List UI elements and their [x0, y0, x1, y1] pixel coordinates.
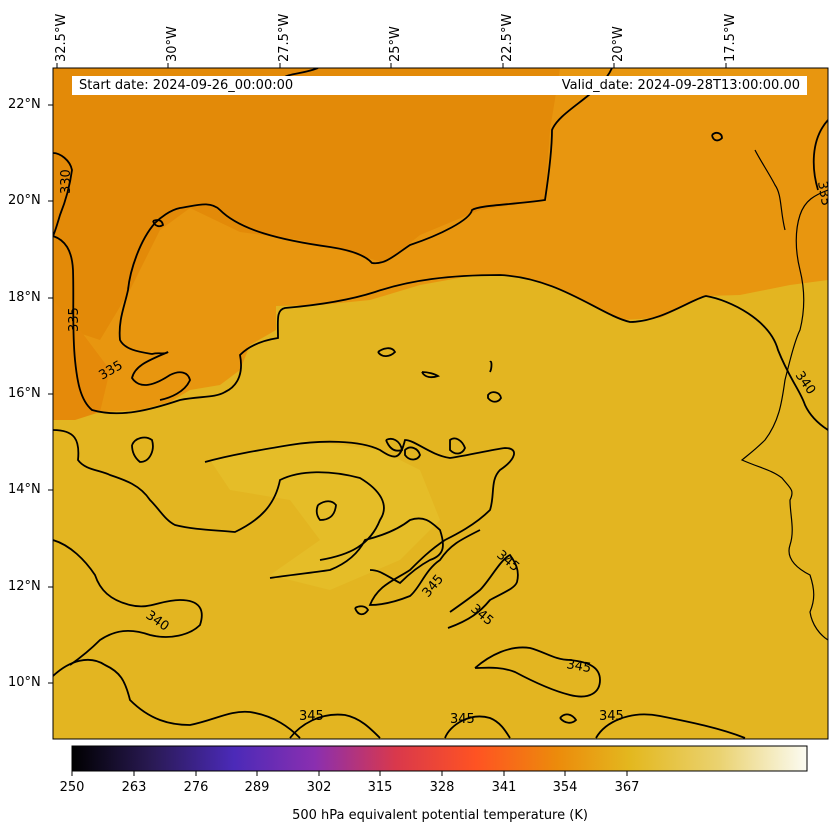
lat-label: 18°N [8, 290, 41, 305]
contour-small-islands [131, 131, 723, 616]
orange-field-darker [53, 68, 560, 340]
lon-label: 32.5°W [54, 13, 69, 62]
map-frame [52, 67, 829, 740]
colorbar-tick-label: 302 [306, 780, 332, 795]
contour-label: 345 [299, 709, 324, 724]
coastline-africa [740, 149, 828, 641]
contour-label: 345 [565, 657, 592, 676]
colorbar-tick-label: 341 [491, 780, 517, 795]
lon-label: 27.5°W [277, 13, 292, 62]
contour-label: 330 [59, 169, 74, 194]
contours [53, 68, 828, 739]
contour-340-loop [204, 439, 515, 606]
colorbar-tick-label: 276 [183, 780, 209, 795]
contour-340-west [53, 429, 385, 561]
yellow-field-light [210, 440, 440, 590]
contour-335-arc [118, 222, 191, 401]
contour-label: 335 [814, 180, 833, 207]
colorbar-tick-label: 354 [552, 780, 578, 795]
contour-label: 345 [599, 709, 624, 724]
colorbar-label: 500 hPa equivalent potential temperature… [292, 808, 588, 823]
contour-label: 335 [67, 307, 82, 332]
lon-label: 30°W [165, 26, 180, 62]
orange-field-west [53, 300, 110, 420]
contour-labels: 330 335 335 335 340 340 345 345 345 345 … [59, 169, 833, 727]
colorbar-tick-label: 250 [59, 780, 85, 795]
contour-340-south [53, 658, 301, 739]
colorbar-ticks [71, 771, 628, 776]
colorbar-tick-label: 367 [614, 780, 640, 795]
valid-date: Valid_date: 2024-09-28T13:00:00.00 [561, 78, 800, 93]
contour-345-south [474, 646, 601, 698]
lat-label: 20°N [8, 193, 41, 208]
colorbar-tick-label: 263 [121, 780, 147, 795]
lat-label: 16°N [8, 386, 41, 401]
lat-label: 10°N [8, 675, 41, 690]
contour-345-bottom [289, 713, 746, 739]
contour-label: 345 [450, 712, 475, 727]
map-area: 330 335 335 335 340 340 345 345 345 345 … [53, 68, 833, 739]
lon-label: 17.5°W [723, 13, 738, 62]
start-date: Start date: 2024-09-26_00:00:00 [79, 78, 294, 93]
colorbar-tick-label: 315 [367, 780, 393, 795]
axis-ticks [48, 63, 727, 684]
contour-345-loop2 [447, 553, 519, 629]
colorbar-tick-label: 328 [429, 780, 455, 795]
lat-label: 12°N [8, 579, 41, 594]
colorbar-tick-label: 289 [244, 780, 270, 795]
contour-330 [53, 152, 73, 237]
lat-label: 14°N [8, 482, 41, 497]
contour-orange-inner [154, 68, 613, 265]
contour-345-loop1 [269, 517, 444, 585]
lon-label: 25°W [388, 26, 403, 62]
lon-label: 22.5°W [500, 13, 515, 62]
lon-label: 20°W [611, 26, 626, 62]
contour-335-west [53, 235, 828, 431]
contour-340-sw [53, 539, 203, 666]
lat-label: 22°N [8, 97, 41, 112]
date-info-box: Start date: 2024-09-26_00:00:00 Valid_da… [72, 76, 807, 95]
colorbar [71, 745, 808, 772]
